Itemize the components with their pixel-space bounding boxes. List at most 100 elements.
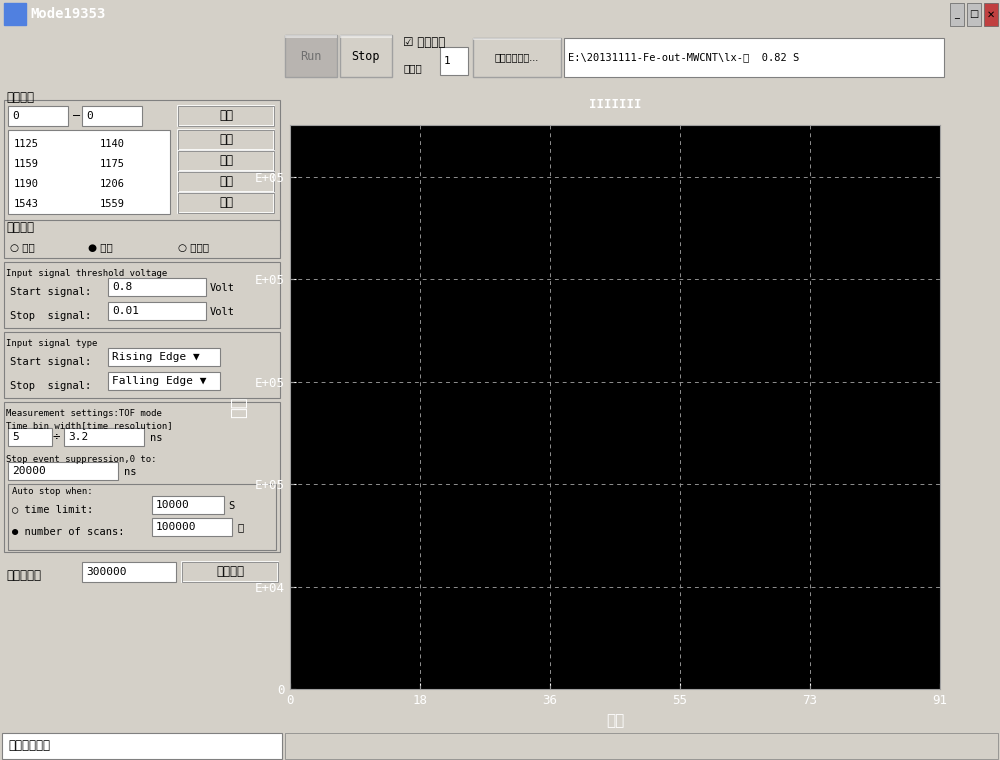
Text: _: _ [955, 9, 959, 20]
Text: 1140: 1140 [100, 138, 125, 149]
Text: ns: ns [150, 432, 162, 442]
Bar [950, 3, 964, 26]
Bar [182, 562, 278, 581]
Text: Start signal:: Start signal: [10, 356, 91, 366]
Text: 300000: 300000 [86, 567, 126, 577]
Text: 添加: 添加 [219, 109, 233, 122]
Text: Measurement settings:TOF mode: Measurement settings:TOF mode [6, 409, 162, 418]
Text: 导出: 导出 [219, 175, 233, 188]
Text: 试剂离子：: 试剂离子： [6, 569, 41, 582]
Text: Start signal:: Start signal: [10, 287, 91, 296]
Text: 0: 0 [86, 111, 93, 121]
X-axis label: 时间: 时间 [606, 713, 624, 728]
Text: Volt: Volt [210, 283, 235, 293]
Text: Stop: Stop [352, 49, 380, 63]
Text: 1: 1 [444, 56, 451, 66]
Text: Stop event suppression,0 to:: Stop event suppression,0 to: [6, 455, 156, 464]
Text: Falling Edge ▼: Falling Edge ▼ [112, 375, 207, 385]
Text: ● 峰高: ● 峰高 [88, 242, 113, 252]
Bar [340, 36, 392, 77]
Bar [473, 38, 561, 77]
Text: 0.01: 0.01 [112, 306, 139, 315]
Text: Stop  signal:: Stop signal: [10, 311, 91, 321]
Text: IIIIIII: IIIIIII [589, 97, 641, 111]
Text: 次: 次 [238, 523, 244, 533]
Text: 1206: 1206 [100, 179, 125, 188]
Text: ○ 面积: ○ 面积 [10, 242, 35, 252]
Bar [82, 106, 142, 125]
Text: Input signal threshold voltage: Input signal threshold voltage [6, 269, 167, 278]
Text: 数据保存完毕: 数据保存完毕 [8, 739, 50, 752]
Bar [178, 192, 274, 213]
Text: ✕: ✕ [987, 9, 995, 20]
Bar [8, 483, 276, 549]
Bar [473, 38, 561, 40]
Text: 删除: 删除 [219, 133, 233, 146]
Bar [285, 36, 337, 77]
Bar [178, 172, 274, 192]
Bar [108, 302, 206, 320]
Text: 10000: 10000 [156, 499, 190, 510]
Text: 100000: 100000 [156, 521, 196, 531]
Text: Run: Run [300, 49, 322, 63]
Bar [285, 733, 998, 758]
Bar [340, 36, 392, 38]
Bar [984, 3, 998, 26]
Text: ÷: ÷ [52, 430, 60, 443]
Bar [4, 100, 280, 230]
Bar [64, 428, 144, 445]
Text: 1190: 1190 [14, 179, 39, 188]
Text: 1125: 1125 [14, 138, 39, 149]
Bar [440, 47, 468, 75]
Text: ○ time limit:: ○ time limit: [12, 505, 93, 515]
Bar [178, 172, 274, 192]
Bar [2, 733, 282, 758]
Bar [285, 36, 337, 38]
Text: 平均：: 平均： [403, 63, 422, 73]
Bar [178, 106, 274, 125]
Text: 监控范围: 监控范围 [6, 91, 34, 104]
Bar [4, 261, 280, 328]
Bar [178, 130, 274, 150]
Text: ☑ 自动保存: ☑ 自动保存 [403, 36, 445, 49]
Text: □: □ [969, 9, 979, 20]
Text: 1543: 1543 [14, 198, 39, 208]
Text: 0.8: 0.8 [112, 282, 132, 292]
Bar [178, 106, 274, 125]
Bar [108, 347, 220, 366]
Text: 清空: 清空 [219, 154, 233, 167]
Bar [4, 220, 280, 258]
Bar [178, 192, 274, 213]
Text: 1159: 1159 [14, 159, 39, 169]
Text: 跟踪类型: 跟踪类型 [6, 221, 34, 234]
Text: Rising Edge ▼: Rising Edge ▼ [112, 352, 200, 362]
Bar [152, 496, 224, 514]
Text: 3.2: 3.2 [68, 432, 88, 442]
Bar [967, 3, 981, 26]
Bar [182, 562, 278, 581]
Bar [8, 461, 118, 480]
Text: 5: 5 [12, 432, 19, 442]
Text: ○ 平均値: ○ 平均値 [178, 242, 209, 252]
Text: 导入: 导入 [219, 196, 233, 209]
Text: Input signal type: Input signal type [6, 339, 97, 348]
Bar [4, 401, 280, 552]
Text: ● number of scans:: ● number of scans: [12, 527, 124, 537]
Bar [564, 38, 944, 77]
Text: 1175: 1175 [100, 159, 125, 169]
Bar [178, 150, 274, 170]
Text: Stop  signal:: Stop signal: [10, 381, 91, 391]
Bar [82, 562, 176, 581]
Bar [178, 130, 274, 150]
Text: Auto stop when:: Auto stop when: [12, 487, 93, 496]
Text: ns: ns [124, 467, 136, 477]
Bar [8, 130, 170, 214]
Text: 1559: 1559 [100, 198, 125, 208]
Bar [108, 277, 206, 296]
Bar [152, 518, 232, 536]
Text: 20000: 20000 [12, 466, 46, 476]
Text: Mode19353: Mode19353 [30, 8, 105, 21]
Text: Volt: Volt [210, 306, 235, 317]
Text: S: S [228, 501, 234, 511]
Text: —: — [73, 109, 80, 122]
